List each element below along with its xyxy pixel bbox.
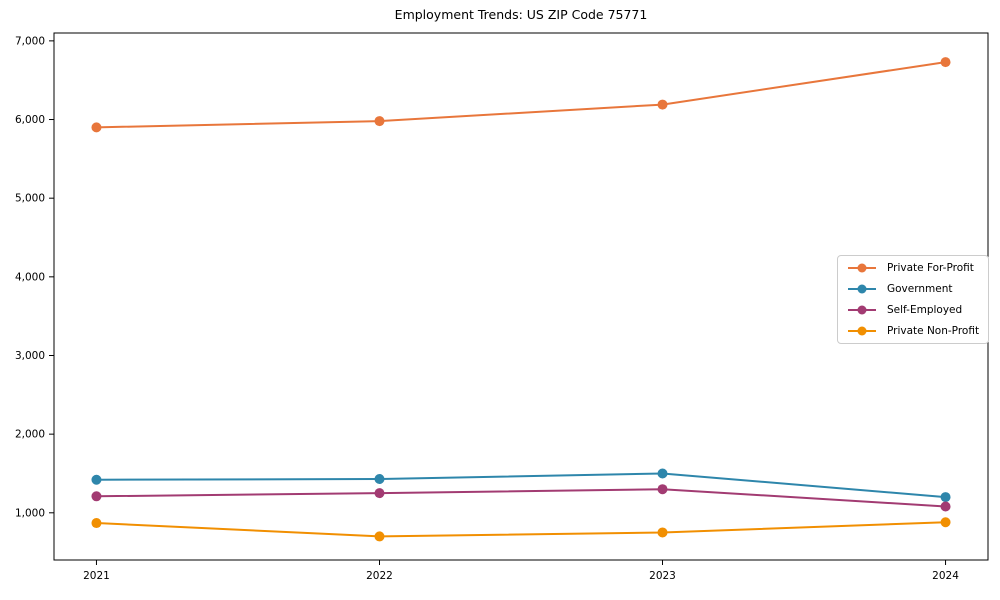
y-axis-tick-label: 7,000 [15,35,45,47]
data-point-marker [657,527,668,538]
legend: Private For-Profit Government Self-Employe… [837,255,990,344]
x-axis-tick-label: 2022 [366,570,393,582]
data-point-marker [91,491,102,502]
series-line [96,488,946,508]
legend-label: Self-Employed [887,304,963,316]
legend-line-marker-icon [848,284,876,294]
x-axis-tick-label: 2024 [932,570,959,582]
y-axis-tick-label: 2,000 [15,429,45,441]
data-point-marker [940,492,951,503]
data-point-marker [91,474,102,485]
data-point-marker [657,468,668,479]
legend-line-marker-icon [848,263,876,273]
legend-label: Government [887,283,953,295]
legend-item: Self-Employed [847,304,979,316]
data-point-marker [657,484,668,495]
y-axis-tick-label: 1,000 [15,507,45,519]
series-line [96,61,946,129]
y-axis-tick-label: 5,000 [15,193,45,205]
legend-item: Government [847,283,979,295]
data-point-marker [940,57,951,68]
data-point-marker [657,99,668,110]
data-point-marker [374,473,385,484]
chart-title: Employment Trends: US ZIP Code 75771 [394,7,648,22]
legend-label: Private Non-Profit [887,325,980,337]
y-axis-tick-label: 6,000 [15,114,45,126]
legend-line-marker-icon [848,305,876,315]
data-point-marker [374,488,385,499]
series-line [96,472,946,499]
data-point-marker [91,122,102,133]
data-point-marker [940,517,951,528]
data-point-marker [374,116,385,127]
data-point-marker [374,531,385,542]
data-point-marker [940,501,951,512]
data-point-marker [91,518,102,529]
legend-label: Private For-Profit [887,262,974,274]
y-axis-tick-label: 4,000 [15,271,45,283]
x-axis-tick-label: 2021 [83,570,110,582]
x-axis-tick-label: 2023 [649,570,676,582]
legend-item: Private For-Profit [847,262,979,274]
legend-item: Private Non-Profit [847,325,979,337]
legend-line-marker-icon [848,326,876,336]
y-axis-tick-label: 3,000 [15,350,45,362]
series-line [96,521,946,538]
